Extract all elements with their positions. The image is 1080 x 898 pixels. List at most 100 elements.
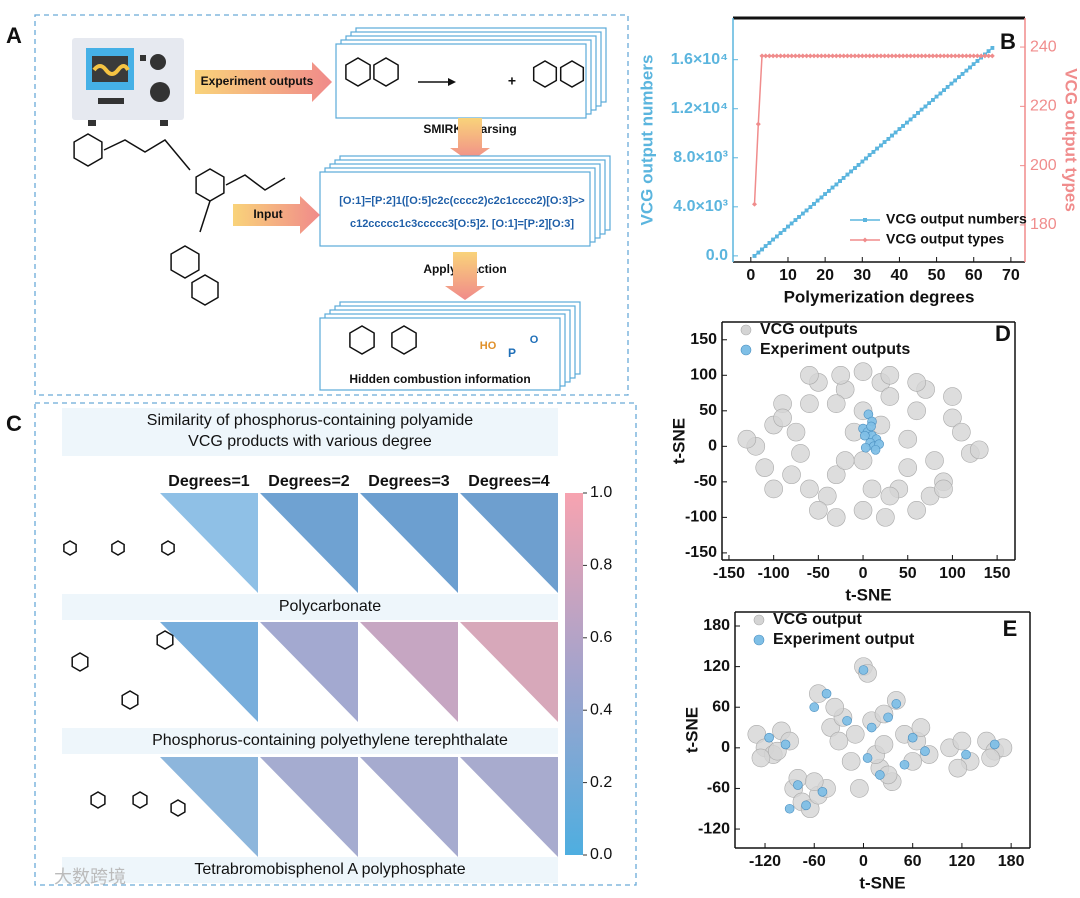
point [925, 451, 944, 470]
x-tick-label: 180 [998, 853, 1025, 870]
y-tick-label: 180 [703, 617, 730, 634]
point [737, 429, 757, 449]
point [907, 732, 918, 743]
ring [161, 540, 175, 556]
x-tick-label: 10 [779, 267, 797, 284]
colorbar [565, 493, 583, 855]
y2-tick-label: 180 [1030, 216, 1057, 233]
x-tick-label: 20 [816, 267, 834, 284]
x-tick-label: 70 [1002, 267, 1020, 284]
ring [532, 60, 558, 88]
x-tick-label: 150 [984, 565, 1011, 582]
y-tick-label: 150 [690, 331, 717, 348]
arrow [195, 62, 332, 102]
foot [160, 120, 168, 126]
panel-label: E [1003, 616, 1018, 641]
y2-axis-title: VCG output types [1062, 68, 1080, 212]
y-tick-label: 0.0 [706, 247, 728, 264]
ring [73, 133, 103, 167]
degree-header: Degrees=3 [368, 473, 449, 490]
legend-label: Experiment output [773, 631, 915, 648]
similarity-map [160, 757, 258, 857]
point [943, 408, 962, 428]
ring [373, 57, 399, 87]
arrow-head [448, 78, 456, 86]
point [791, 444, 810, 463]
knob [150, 82, 170, 102]
y-tick-label: 120 [703, 658, 730, 675]
x-tick-label: 120 [949, 853, 976, 870]
legend-label: Experiment outputs [760, 341, 910, 358]
point [943, 387, 962, 406]
point [764, 479, 783, 499]
y-axis-title: VCG output numbers [637, 55, 656, 226]
point [907, 500, 926, 520]
ring [170, 245, 200, 279]
y-axis-title: t-SNE [682, 707, 701, 753]
legend-label: VCG output [773, 611, 863, 628]
y-tick-label: 50 [699, 402, 717, 419]
point [862, 479, 882, 499]
plus: + [508, 73, 516, 89]
point [876, 508, 895, 527]
x-tick-label: -120 [749, 853, 781, 870]
arrow-label: Experiment outputs [201, 74, 314, 88]
x-axis-title: t-SNE [859, 873, 905, 892]
point [809, 702, 820, 713]
point [829, 731, 849, 751]
ring [170, 799, 186, 817]
point [825, 697, 845, 717]
y-tick-label: -150 [685, 544, 717, 561]
colorbar-tick-label: 0.2 [590, 774, 612, 791]
smirks-line: [O:1]=[P:2]1([O:5]c2c(cccc2)c2c1cccc2)[O… [339, 195, 584, 207]
point [801, 800, 811, 811]
x-axis-title: t-SNE [845, 585, 891, 604]
legend-marker [740, 324, 752, 336]
ring [391, 325, 417, 355]
point [880, 486, 900, 506]
point [880, 387, 900, 406]
ring [345, 57, 371, 87]
point [793, 780, 803, 790]
x-tick-label: 100 [939, 565, 966, 582]
point [804, 772, 824, 791]
panel-label: C [6, 411, 22, 436]
point [880, 365, 900, 385]
point [764, 732, 774, 743]
point [858, 665, 869, 675]
legend-marker [753, 634, 765, 646]
arrow [233, 196, 320, 234]
ring [349, 325, 375, 355]
atom-label: HO [480, 340, 497, 352]
y-axis-title: t-SNE [669, 418, 688, 464]
product-caption: Hidden combustion information [349, 372, 530, 386]
similarity-map [260, 493, 358, 593]
atom-label: P [508, 346, 516, 360]
ring [132, 791, 148, 809]
point [911, 718, 931, 737]
y-tick-label: -100 [685, 509, 717, 526]
similarity-map [260, 757, 358, 857]
card [319, 317, 561, 391]
x-tick-label: 0 [859, 565, 868, 582]
foot [88, 120, 96, 126]
smirks-line: c12ccccc1c3ccccc3[O:5]2. [O:1]=[P:2][O:3… [350, 218, 574, 230]
ring [156, 630, 174, 650]
point [899, 759, 910, 770]
point [891, 699, 902, 709]
colorbar-tick-label: 0.4 [590, 701, 612, 718]
similarity-map [360, 493, 458, 593]
caption-box [62, 594, 558, 620]
point [782, 465, 801, 485]
point [841, 752, 861, 771]
point [817, 787, 828, 797]
x-tick-label: 60 [904, 853, 922, 870]
point [866, 722, 877, 733]
arrow [450, 118, 490, 162]
atom-label: O [530, 334, 539, 346]
point [961, 749, 971, 760]
similarity-map [260, 622, 358, 722]
bond-chain [103, 139, 286, 233]
point [800, 479, 819, 499]
